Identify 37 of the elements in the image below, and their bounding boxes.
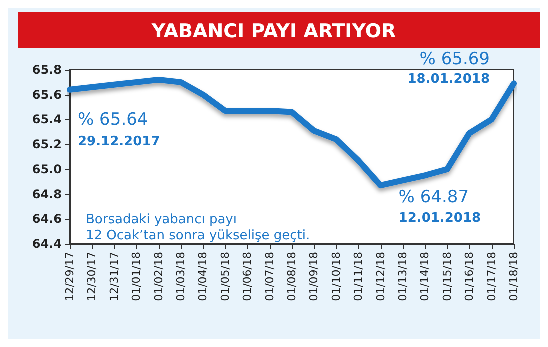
- x-tick-label: 01/10/18: [330, 252, 343, 302]
- y-tick-label: 64.6: [32, 212, 62, 226]
- x-tick-label: 01/14/18: [418, 252, 432, 302]
- annotation: % 65.69: [420, 50, 490, 70]
- y-tick-label: 65.4: [32, 112, 62, 127]
- x-tick-label: 01/01/18: [130, 252, 144, 302]
- x-tick-label: 01/16/18: [463, 252, 476, 302]
- x-tick-label: 01/09/18: [308, 252, 321, 302]
- y-tick-label: 65.0: [32, 162, 62, 176]
- y-tick-label: 65.6: [32, 88, 62, 102]
- x-tick-label: 01/04/18: [196, 252, 210, 302]
- x-tick-label: 01/13/18: [396, 252, 410, 302]
- x-tick-label: 01/15/18: [440, 252, 454, 302]
- x-tick-label: 01/03/18: [174, 252, 188, 302]
- x-tick-label: 01/17/18: [485, 252, 498, 302]
- y-tick-label: 64.8: [32, 187, 62, 202]
- x-tick-label: 12/31/17: [108, 252, 121, 302]
- annotation: % 64.87: [398, 188, 470, 208]
- x-tick-label: 12/30/17: [86, 252, 99, 302]
- y-tick-label: 65.8: [32, 63, 62, 77]
- chart-title: YABANCI PAYI ARTIYOR: [150, 20, 396, 42]
- x-tick-label: 01/12/18: [374, 252, 388, 302]
- annotation: 12.01.2018: [398, 211, 482, 226]
- y-tick-label: 64.4: [32, 237, 62, 251]
- annotation: 18.01.2018: [408, 72, 490, 88]
- annotation: Borsadaki yabancı payı 12 Ocak’tan sonra yükselişe geçti.: [86, 212, 310, 244]
- x-tick-label: 12/29/17: [64, 252, 76, 302]
- annotation: % 65.64: [78, 110, 148, 130]
- x-tick-label: 01/02/18: [152, 252, 166, 302]
- x-tick-label: 01/11/18: [352, 252, 366, 302]
- x-tick-label: 01/07/18: [263, 252, 276, 302]
- annotation: 29.12.2017: [78, 134, 160, 150]
- x-tick-label: 01/06/18: [241, 252, 254, 302]
- x-tick-label: 01/08/18: [286, 252, 298, 302]
- x-tick-label: 01/05/18: [218, 252, 232, 302]
- x-tick-label: 01/18/18: [508, 252, 520, 302]
- y-tick-label: 65.2: [32, 138, 62, 152]
